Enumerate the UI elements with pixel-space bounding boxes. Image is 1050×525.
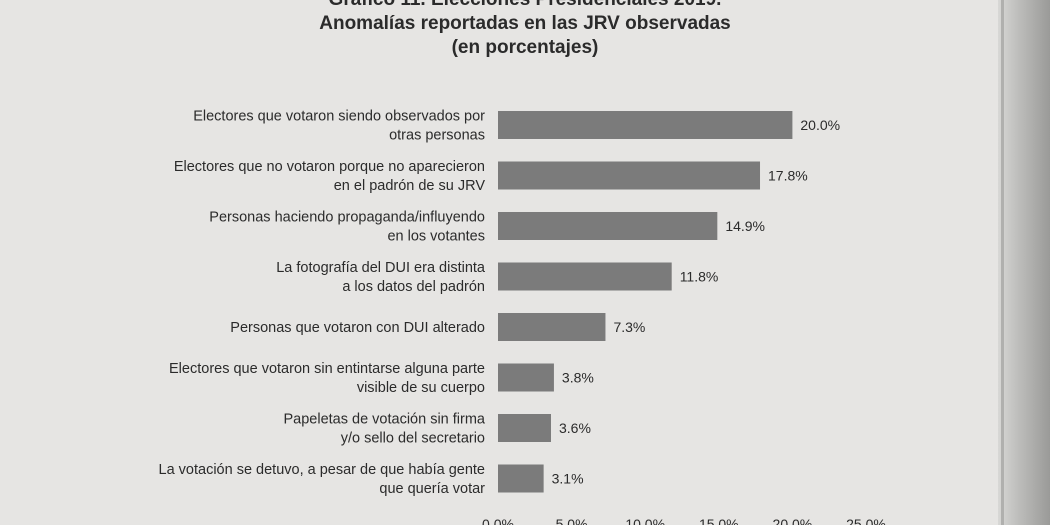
category-label: Electores que votaron siendo observados … <box>193 109 485 125</box>
x-tick-label: 25.0% <box>846 516 886 525</box>
category-label: en los votantes <box>387 229 485 245</box>
chart-title-line-1: Gráfico 11. Elecciones Presidenciales 20… <box>250 0 800 12</box>
category-label: Personas haciendo propaganda/influyendo <box>209 210 485 226</box>
bar <box>498 161 761 190</box>
x-tick-label: 10.0% <box>625 516 665 525</box>
bar <box>498 313 606 341</box>
x-tick-label: 20.0% <box>773 516 813 525</box>
bar <box>498 212 718 240</box>
x-tick-label: 15.0% <box>699 516 739 525</box>
bar <box>498 262 672 291</box>
bar <box>498 111 793 139</box>
page-edge-line <box>1001 0 1004 525</box>
data-label: 17.8% <box>768 168 808 184</box>
category-label: y/o sello del secretario <box>341 431 485 447</box>
category-label: Papeletas de votación sin firma <box>284 412 486 428</box>
data-label: 20.0% <box>800 117 840 133</box>
category-label: Electores que no votaron porque no apare… <box>174 159 485 175</box>
data-label: 7.3% <box>613 319 645 335</box>
data-label: 3.6% <box>559 420 591 436</box>
bar <box>498 363 554 392</box>
chart-title: Gráfico 11. Elecciones Presidenciales 20… <box>250 0 800 60</box>
data-label: 3.8% <box>562 370 594 386</box>
x-tick-label: 0.0% <box>482 516 514 525</box>
category-label: La votación se detuvo, a pesar de que ha… <box>159 462 486 478</box>
category-label: otras personas <box>389 128 485 144</box>
data-label: 3.1% <box>552 471 584 487</box>
category-label: Personas que votaron con DUI alterado <box>230 320 485 336</box>
category-label: en el padrón de su JRV <box>334 178 486 194</box>
chart-title-line-2: Anomalías reportadas en las JRV observad… <box>319 13 731 34</box>
data-label: 14.9% <box>725 218 765 234</box>
category-label: Electores que votaron sin entintarse alg… <box>169 361 485 377</box>
category-label: que quería votar <box>379 481 485 497</box>
category-label: visible de su cuerpo <box>357 380 485 396</box>
chart-title-line-3: (en porcentajes) <box>451 37 599 58</box>
data-label: 11.8% <box>680 269 719 285</box>
bar <box>498 464 544 493</box>
x-tick-label: 5.0% <box>556 516 588 525</box>
category-label: a los datos del padrón <box>342 279 485 295</box>
bar <box>498 414 551 442</box>
page-edge-shadow <box>998 0 1050 525</box>
category-label: La fotografía del DUI era distinta <box>276 260 486 276</box>
